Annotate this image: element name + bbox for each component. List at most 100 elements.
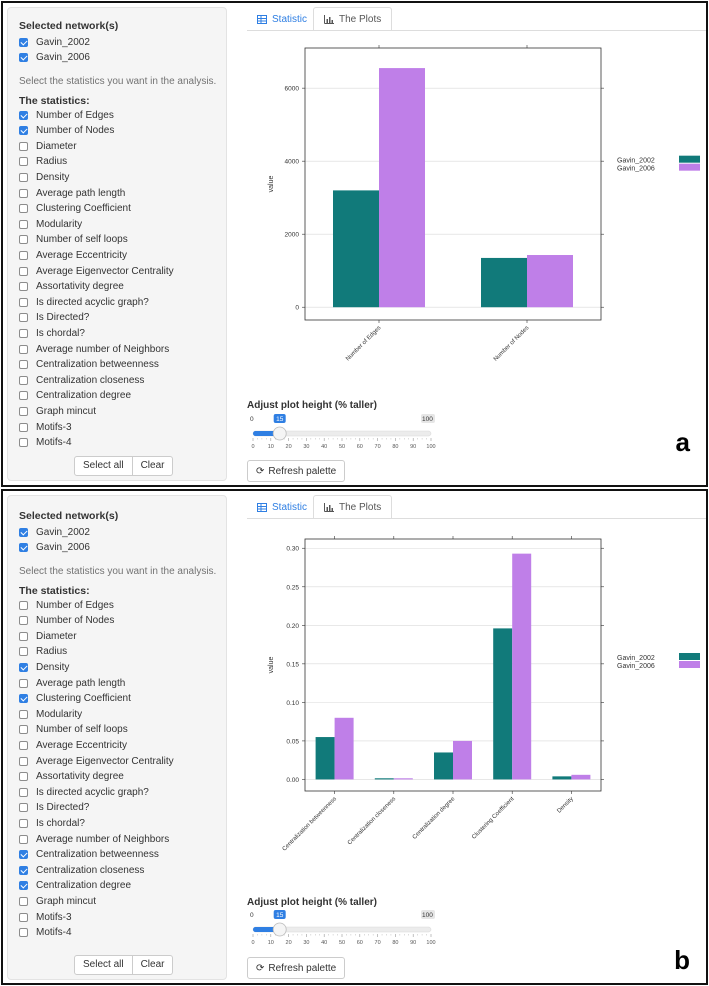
network-checkbox-row[interactable]: Gavin_2002 xyxy=(19,35,90,49)
checkbox[interactable] xyxy=(19,631,28,641)
checkbox[interactable] xyxy=(19,740,28,750)
statistic-checkbox-row[interactable]: Density xyxy=(19,660,69,674)
clear-button[interactable]: Clear xyxy=(132,955,174,975)
statistic-checkbox-row[interactable]: Average Eigenvector Centrality xyxy=(19,754,174,768)
checkbox[interactable] xyxy=(19,600,28,610)
network-checkbox-row[interactable]: Gavin_2006 xyxy=(19,541,90,555)
statistic-checkbox-row[interactable]: Diameter xyxy=(19,629,77,643)
statistic-checkbox-row[interactable]: Density xyxy=(19,170,69,184)
statistic-checkbox-row[interactable]: Number of Nodes xyxy=(19,614,114,628)
slider-handle[interactable] xyxy=(272,426,287,441)
height-slider[interactable]: 0 100 15 0 10 20 30 40 50 60 70 80 90 100 xyxy=(247,413,437,453)
checkbox[interactable] xyxy=(19,328,28,338)
statistic-checkbox-row[interactable]: Modularity xyxy=(19,217,82,231)
checkbox[interactable] xyxy=(19,865,28,875)
checkbox[interactable] xyxy=(19,709,28,719)
select-all-button[interactable]: Select all xyxy=(74,456,133,476)
statistic-checkbox-row[interactable]: Is Directed? xyxy=(19,801,89,815)
statistic-checkbox-row[interactable]: Motifs-3 xyxy=(19,910,72,924)
checkbox[interactable] xyxy=(19,834,28,844)
checkbox[interactable] xyxy=(19,141,28,151)
checkbox[interactable] xyxy=(19,912,28,922)
statistic-checkbox-row[interactable]: Graph mincut xyxy=(19,404,96,418)
statistic-checkbox-row[interactable]: Clustering Coefficient xyxy=(19,692,131,706)
statistic-checkbox-row[interactable]: Motifs-4 xyxy=(19,436,72,450)
statistic-checkbox-row[interactable]: Motifs-4 xyxy=(19,926,72,940)
checkbox[interactable] xyxy=(19,772,28,782)
checkbox[interactable] xyxy=(19,235,28,245)
checkbox[interactable] xyxy=(19,37,28,47)
checkbox[interactable] xyxy=(19,53,28,63)
clear-button[interactable]: Clear xyxy=(132,456,174,476)
checkbox[interactable] xyxy=(19,360,28,370)
statistic-checkbox-row[interactable]: Is Directed? xyxy=(19,311,89,325)
statistic-checkbox-row[interactable]: Average Eccentricity xyxy=(19,738,127,752)
statistic-checkbox-row[interactable]: Assortativity degree xyxy=(19,280,124,294)
checkbox[interactable] xyxy=(19,787,28,797)
statistic-checkbox-row[interactable]: Centralization betweenness xyxy=(19,848,159,862)
statistic-checkbox-row[interactable]: Centralization degree xyxy=(19,389,131,403)
statistic-checkbox-row[interactable]: Centralization degree xyxy=(19,879,131,893)
checkbox[interactable] xyxy=(19,694,28,704)
checkbox[interactable] xyxy=(19,391,28,401)
statistic-checkbox-row[interactable]: Average Eigenvector Centrality xyxy=(19,264,174,278)
checkbox[interactable] xyxy=(19,297,28,307)
statistic-checkbox-row[interactable]: Is chordal? xyxy=(19,326,85,340)
checkbox[interactable] xyxy=(19,678,28,688)
checkbox[interactable] xyxy=(19,850,28,860)
checkbox[interactable] xyxy=(19,543,28,553)
statistic-checkbox-row[interactable]: Centralization betweenness xyxy=(19,358,159,372)
height-slider[interactable]: 0 100 15 0 10 20 30 40 50 60 70 80 90 100 xyxy=(247,909,437,949)
statistic-checkbox-row[interactable]: Is directed acyclic graph? xyxy=(19,785,149,799)
refresh-palette-button[interactable]: ⟳ Refresh palette xyxy=(247,957,346,979)
checkbox[interactable] xyxy=(19,896,28,906)
select-all-button[interactable]: Select all xyxy=(74,955,133,975)
checkbox[interactable] xyxy=(19,344,28,354)
checkbox[interactable] xyxy=(19,110,28,120)
slider-handle[interactable] xyxy=(272,922,287,937)
statistic-checkbox-row[interactable]: Number of Edges xyxy=(19,108,114,122)
statistic-checkbox-row[interactable]: Number of Nodes xyxy=(19,124,114,138)
checkbox[interactable] xyxy=(19,422,28,432)
checkbox[interactable] xyxy=(19,126,28,136)
checkbox[interactable] xyxy=(19,756,28,766)
statistic-checkbox-row[interactable]: Centralization closeness xyxy=(19,373,144,387)
statistic-checkbox-row[interactable]: Diameter xyxy=(19,139,77,153)
checkbox[interactable] xyxy=(19,188,28,198)
checkbox[interactable] xyxy=(19,616,28,626)
statistic-checkbox-row[interactable]: Number of self loops xyxy=(19,233,128,247)
statistic-checkbox-row[interactable]: Assortativity degree xyxy=(19,770,124,784)
checkbox[interactable] xyxy=(19,527,28,537)
statistic-checkbox-row[interactable]: Centralization closeness xyxy=(19,863,144,877)
checkbox[interactable] xyxy=(19,266,28,276)
statistic-checkbox-row[interactable]: Clustering Coefficient xyxy=(19,202,131,216)
checkbox[interactable] xyxy=(19,204,28,214)
statistic-checkbox-row[interactable]: Is chordal? xyxy=(19,816,85,830)
checkbox[interactable] xyxy=(19,250,28,260)
statistic-checkbox-row[interactable]: Radius xyxy=(19,155,67,169)
tab-the-plots[interactable]: The Plots xyxy=(313,495,393,519)
checkbox[interactable] xyxy=(19,438,28,448)
checkbox[interactable] xyxy=(19,172,28,182)
checkbox[interactable] xyxy=(19,803,28,813)
checkbox[interactable] xyxy=(19,406,28,416)
statistic-checkbox-row[interactable]: Average number of Neighbors xyxy=(19,342,169,356)
checkbox[interactable] xyxy=(19,157,28,167)
refresh-palette-button[interactable]: ⟳ Refresh palette xyxy=(247,460,346,482)
checkbox[interactable] xyxy=(19,313,28,323)
checkbox[interactable] xyxy=(19,725,28,735)
statistic-checkbox-row[interactable]: Number of Edges xyxy=(19,598,114,612)
tab-statistic[interactable]: Statistic xyxy=(247,7,317,31)
statistic-checkbox-row[interactable]: Motifs-3 xyxy=(19,420,72,434)
checkbox[interactable] xyxy=(19,662,28,672)
tab-statistic[interactable]: Statistic xyxy=(247,495,317,519)
checkbox[interactable] xyxy=(19,818,28,828)
checkbox[interactable] xyxy=(19,219,28,229)
checkbox[interactable] xyxy=(19,375,28,385)
statistic-checkbox-row[interactable]: Modularity xyxy=(19,707,82,721)
statistic-checkbox-row[interactable]: Is directed acyclic graph? xyxy=(19,295,149,309)
tab-the-plots[interactable]: The Plots xyxy=(313,7,393,31)
checkbox[interactable] xyxy=(19,881,28,891)
statistic-checkbox-row[interactable]: Average path length xyxy=(19,676,125,690)
statistic-checkbox-row[interactable]: Average Eccentricity xyxy=(19,248,127,262)
